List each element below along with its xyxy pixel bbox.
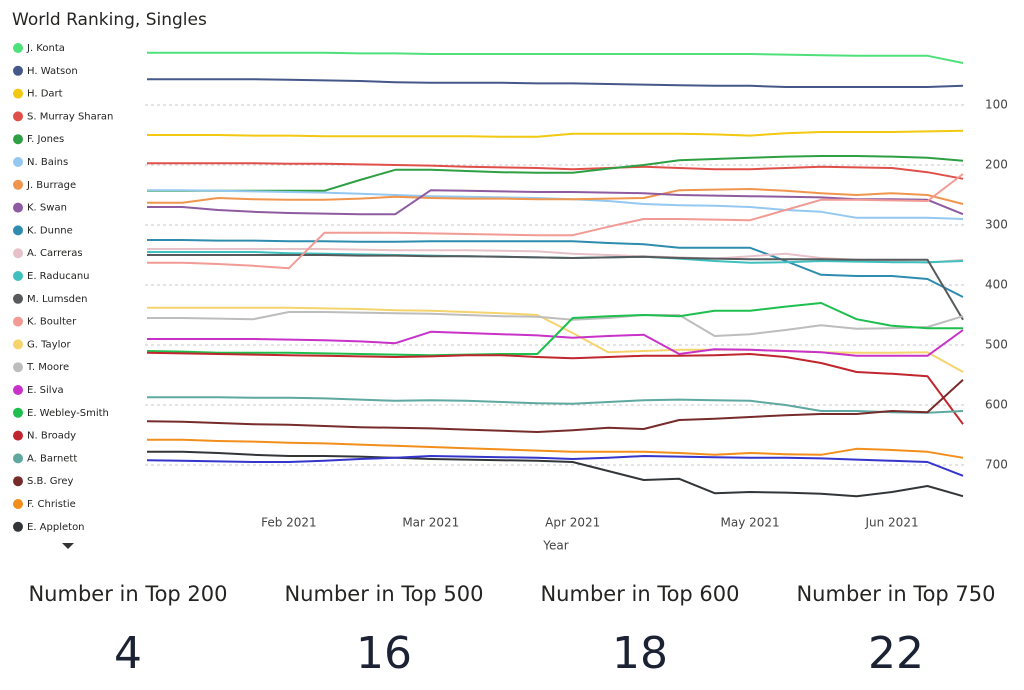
legend-marker <box>13 407 23 418</box>
series-line <box>146 379 964 433</box>
series-line <box>147 311 964 337</box>
kpi-value: 18 <box>612 628 668 679</box>
series-line <box>146 302 963 357</box>
legend-marker <box>13 248 23 259</box>
kpi-label: Number in Top 600 <box>540 582 740 606</box>
legend-label: N. Broady <box>27 431 76 442</box>
x-tick-label: May 2021 <box>721 516 780 530</box>
legend-label: K. Dunne <box>27 225 73 236</box>
series-line <box>147 173 964 270</box>
legend-marker <box>13 499 23 509</box>
legend-label: M. Lumsden <box>27 294 88 305</box>
series-line <box>147 51 964 64</box>
y-tick-label: 500 <box>985 338 1008 352</box>
series-line <box>147 450 964 498</box>
series-line <box>147 162 964 180</box>
series-line <box>147 155 964 192</box>
x-tick-label: Jun 2021 <box>864 516 918 530</box>
kpi-card: Number in Top 600 18 <box>512 570 768 690</box>
legend-marker <box>13 157 23 167</box>
kpi-label: Number in Top 750 <box>796 582 996 606</box>
legend-marker <box>13 134 23 145</box>
legend-label: K. Swan <box>27 203 67 214</box>
y-tick-label: 300 <box>985 218 1008 232</box>
legend-marker <box>13 271 23 281</box>
series-line <box>147 396 964 414</box>
y-tick-label: 100 <box>985 98 1008 112</box>
legend-label: J. Konta <box>26 43 65 54</box>
legend-marker <box>13 316 23 327</box>
series-line <box>147 78 964 88</box>
x-tick-label: Mar 2021 <box>402 516 459 530</box>
chart: World Ranking, Singles Year 100 200 300 400… <box>12 10 1008 553</box>
x-tick-label: Feb 2021 <box>261 516 317 530</box>
legend-marker <box>13 521 23 532</box>
series-line <box>147 129 964 138</box>
legend-marker <box>13 225 23 236</box>
legend-marker <box>13 293 23 304</box>
series-line <box>146 351 964 425</box>
series-line <box>147 254 964 321</box>
y-tick-label: 700 <box>985 458 1008 472</box>
legend-label: J. Burrage <box>26 180 76 191</box>
legend-marker <box>13 179 23 190</box>
legend-label: E. Silva <box>27 385 64 396</box>
legend-marker <box>13 65 23 76</box>
y-tick-label: 600 <box>985 398 1008 412</box>
series-line <box>147 438 964 459</box>
legend-label: A. Barnett <box>27 453 77 464</box>
series-line <box>146 455 964 477</box>
legend-label: H. Watson <box>27 66 78 77</box>
chart-title: World Ranking, Singles <box>12 10 207 30</box>
x-tick-label: Apr 2021 <box>545 516 600 530</box>
legend-marker <box>13 430 23 441</box>
kpi-value: 16 <box>356 628 412 679</box>
kpi-card: Number in Top 750 22 <box>768 570 1024 690</box>
x-axis-label: Year <box>542 539 568 553</box>
legend-marker <box>13 43 23 53</box>
kpi-label: Number in Top 500 <box>284 582 484 606</box>
kpi-card: Number in Top 200 4 <box>0 570 256 690</box>
legend-label: F. Christie <box>27 499 76 510</box>
legend-marker <box>13 111 23 122</box>
legend-marker <box>13 476 23 487</box>
legend-marker <box>13 385 23 395</box>
series-line <box>147 239 964 298</box>
kpi-value: 22 <box>868 628 924 679</box>
series-line <box>147 189 964 216</box>
legend-marker <box>13 202 23 213</box>
legend-marker <box>13 88 23 99</box>
legend-label: K. Boulter <box>27 317 77 328</box>
legend-marker <box>13 339 23 350</box>
kpi-card: Number in Top 500 16 <box>256 570 512 690</box>
legend-label: E. Raducanu <box>27 271 90 282</box>
series-line <box>147 188 964 205</box>
kpi-value: 4 <box>114 628 142 679</box>
legend-marker <box>13 362 23 373</box>
legend-label: G. Taylor <box>27 339 72 350</box>
legend-marker <box>13 453 23 464</box>
legend-label: E. Appleton <box>27 522 85 533</box>
legend-label: A. Carreras <box>27 248 83 259</box>
kpi-label: Number in Top 200 <box>28 582 228 606</box>
legend-label: H. Dart <box>27 89 63 100</box>
legend-scroll-arrow[interactable] <box>62 543 74 549</box>
y-tick-label: 400 <box>985 278 1008 292</box>
legend-label: S. Murray Sharan <box>27 111 113 122</box>
cards: Number in Top 200 4 Number in Top 500 16 Num… <box>0 570 1024 690</box>
legend-label: T. Moore <box>26 362 69 373</box>
y-tick-label: 200 <box>985 158 1008 172</box>
legend-label: S.B. Grey <box>27 476 74 487</box>
legend-label: F. Jones <box>27 134 64 145</box>
legend-label: E. Webley-Smith <box>27 408 109 419</box>
legend-label: N. Bains <box>27 157 68 168</box>
